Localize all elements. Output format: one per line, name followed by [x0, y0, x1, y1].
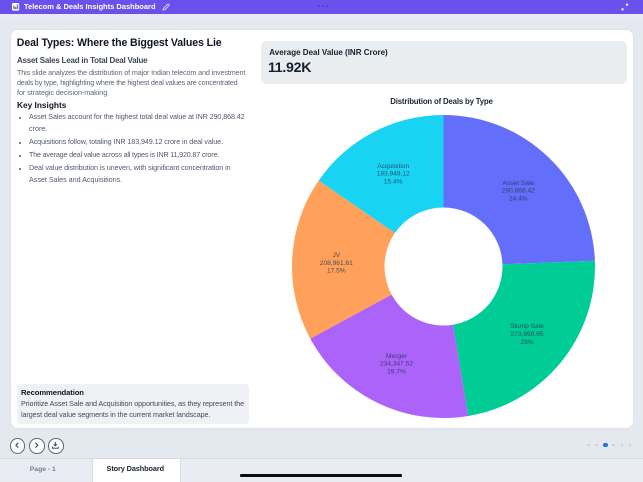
svg-text:JV: JV [332, 252, 340, 259]
svg-text:17.5%: 17.5% [327, 268, 346, 275]
svg-text:Acquisition: Acquisition [377, 163, 409, 170]
svg-text:290,868.42: 290,868.42 [502, 188, 535, 195]
svg-text:Slump Sale: Slump Sale [510, 323, 544, 330]
svg-text:19.7%: 19.7% [387, 368, 406, 375]
svg-text:15.4%: 15.4% [384, 178, 403, 185]
svg-text:Merger: Merger [386, 353, 408, 360]
svg-text:273,959.95: 273,959.95 [510, 331, 543, 338]
svg-text:183,949.12: 183,949.12 [377, 171, 410, 178]
svg-text:234,347.52: 234,347.52 [380, 361, 413, 368]
svg-text:208,961.61: 208,961.61 [320, 260, 353, 267]
svg-text:23%: 23% [520, 339, 533, 346]
svg-text:Asset Sale: Asset Sale [503, 180, 535, 187]
svg-text:24.4%: 24.4% [509, 196, 528, 203]
